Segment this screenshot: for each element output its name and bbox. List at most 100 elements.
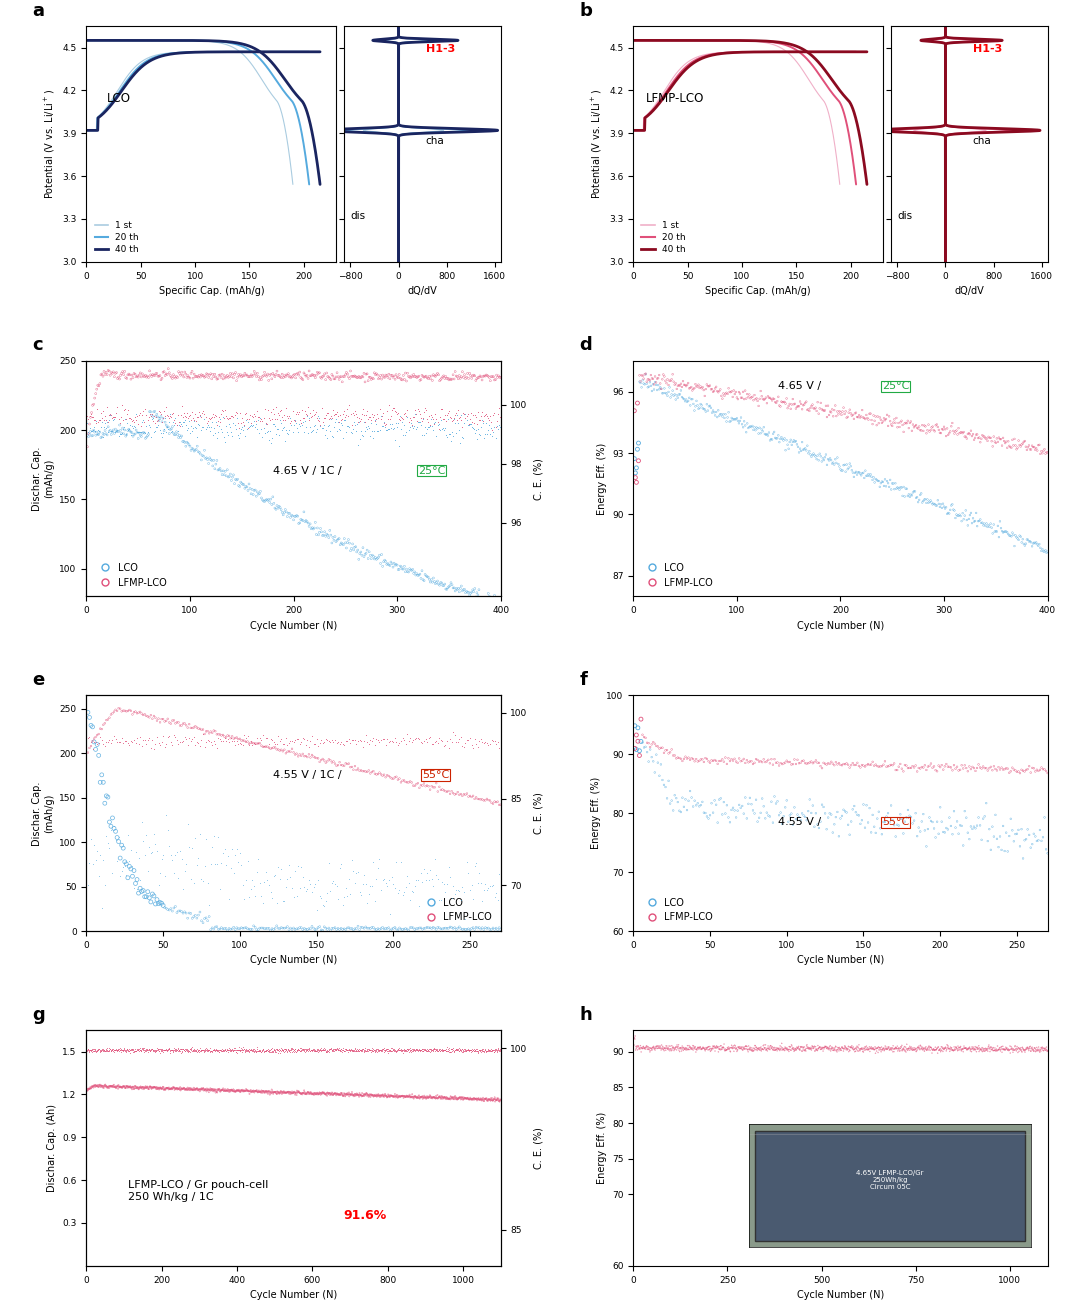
Point (222, 1041, 240, 1062)
Point (387, 1040, 404, 1061)
Point (246, 733, 264, 754)
Point (400, 1086, 417, 1107)
Point (354, 425, 372, 446)
Point (148, 710, 165, 731)
Point (897, 478, 915, 499)
Point (295, 422, 312, 442)
Point (406, 728, 423, 749)
Point (230, 1079, 247, 1100)
Point (134, 1039, 151, 1060)
Point (122, 424, 139, 445)
Point (298, 1039, 315, 1060)
Point (352, 731, 369, 752)
Point (962, 420, 980, 441)
Point (427, 1040, 444, 1061)
Point (794, 803, 811, 823)
Point (177, 728, 194, 749)
Point (440, 856, 457, 877)
Point (659, 1039, 676, 1060)
Point (721, 411, 739, 432)
Point (674, 787, 691, 808)
Point (782, 1036, 799, 1057)
Point (300, 360, 318, 381)
Point (465, 1041, 483, 1062)
Point (456, 364, 473, 385)
Point (855, 756, 873, 776)
Point (478, 1088, 496, 1109)
Point (482, 590, 499, 611)
Point (135, 1077, 152, 1098)
Point (771, 1035, 788, 1056)
Point (854, 1039, 872, 1060)
Point (847, 1037, 864, 1058)
Point (427, 365, 444, 386)
Point (733, 1039, 751, 1060)
Point (158, 1039, 175, 1060)
Point (270, 917, 287, 938)
Point (451, 1087, 469, 1108)
Point (432, 1040, 449, 1061)
Point (157, 1040, 174, 1061)
Point (906, 1039, 923, 1060)
Point (293, 1041, 310, 1062)
Point (256, 491, 273, 512)
Point (491, 416, 509, 437)
Point (656, 1037, 673, 1058)
Point (272, 399, 289, 420)
Point (347, 756, 364, 776)
Point (732, 407, 750, 428)
Point (296, 410, 313, 431)
Point (720, 402, 738, 423)
Point (431, 1039, 448, 1060)
Point (82, 736, 99, 757)
Point (393, 1039, 410, 1060)
Point (110, 408, 127, 429)
Point (217, 1081, 234, 1101)
Point (159, 405, 176, 425)
Point (108, 1077, 125, 1098)
Point (999, 437, 1016, 458)
Point (165, 1077, 183, 1098)
Point (877, 1036, 894, 1057)
Point (677, 1039, 694, 1060)
Point (721, 381, 739, 402)
Point (752, 1037, 769, 1058)
Point (349, 367, 366, 388)
Point (160, 406, 177, 427)
Point (1002, 808, 1020, 829)
Point (766, 1037, 783, 1058)
Point (90, 419, 107, 440)
Point (974, 513, 991, 534)
Point (634, 1037, 651, 1058)
Point (704, 750, 721, 771)
Point (786, 1040, 804, 1061)
Point (955, 835, 972, 856)
Point (686, 377, 703, 398)
Point (470, 367, 487, 388)
Point (984, 436, 1001, 457)
Point (191, 1040, 208, 1061)
Point (456, 881, 473, 902)
Point (920, 1036, 937, 1057)
Point (753, 1040, 770, 1061)
Point (792, 438, 809, 459)
Point (489, 418, 507, 438)
Point (476, 1040, 494, 1061)
Point (872, 1037, 889, 1058)
Point (435, 735, 453, 756)
Point (140, 407, 158, 428)
Point (847, 1037, 864, 1058)
Point (646, 1039, 663, 1060)
Point (765, 1039, 782, 1060)
Point (906, 1037, 923, 1058)
Point (235, 889, 253, 910)
Point (640, 1039, 658, 1060)
Point (354, 538, 372, 559)
Point (390, 367, 407, 388)
Point (367, 1086, 384, 1107)
Point (1010, 820, 1027, 840)
Point (121, 1077, 138, 1098)
Point (781, 805, 798, 826)
Point (382, 1040, 400, 1061)
Point (984, 1037, 1001, 1058)
